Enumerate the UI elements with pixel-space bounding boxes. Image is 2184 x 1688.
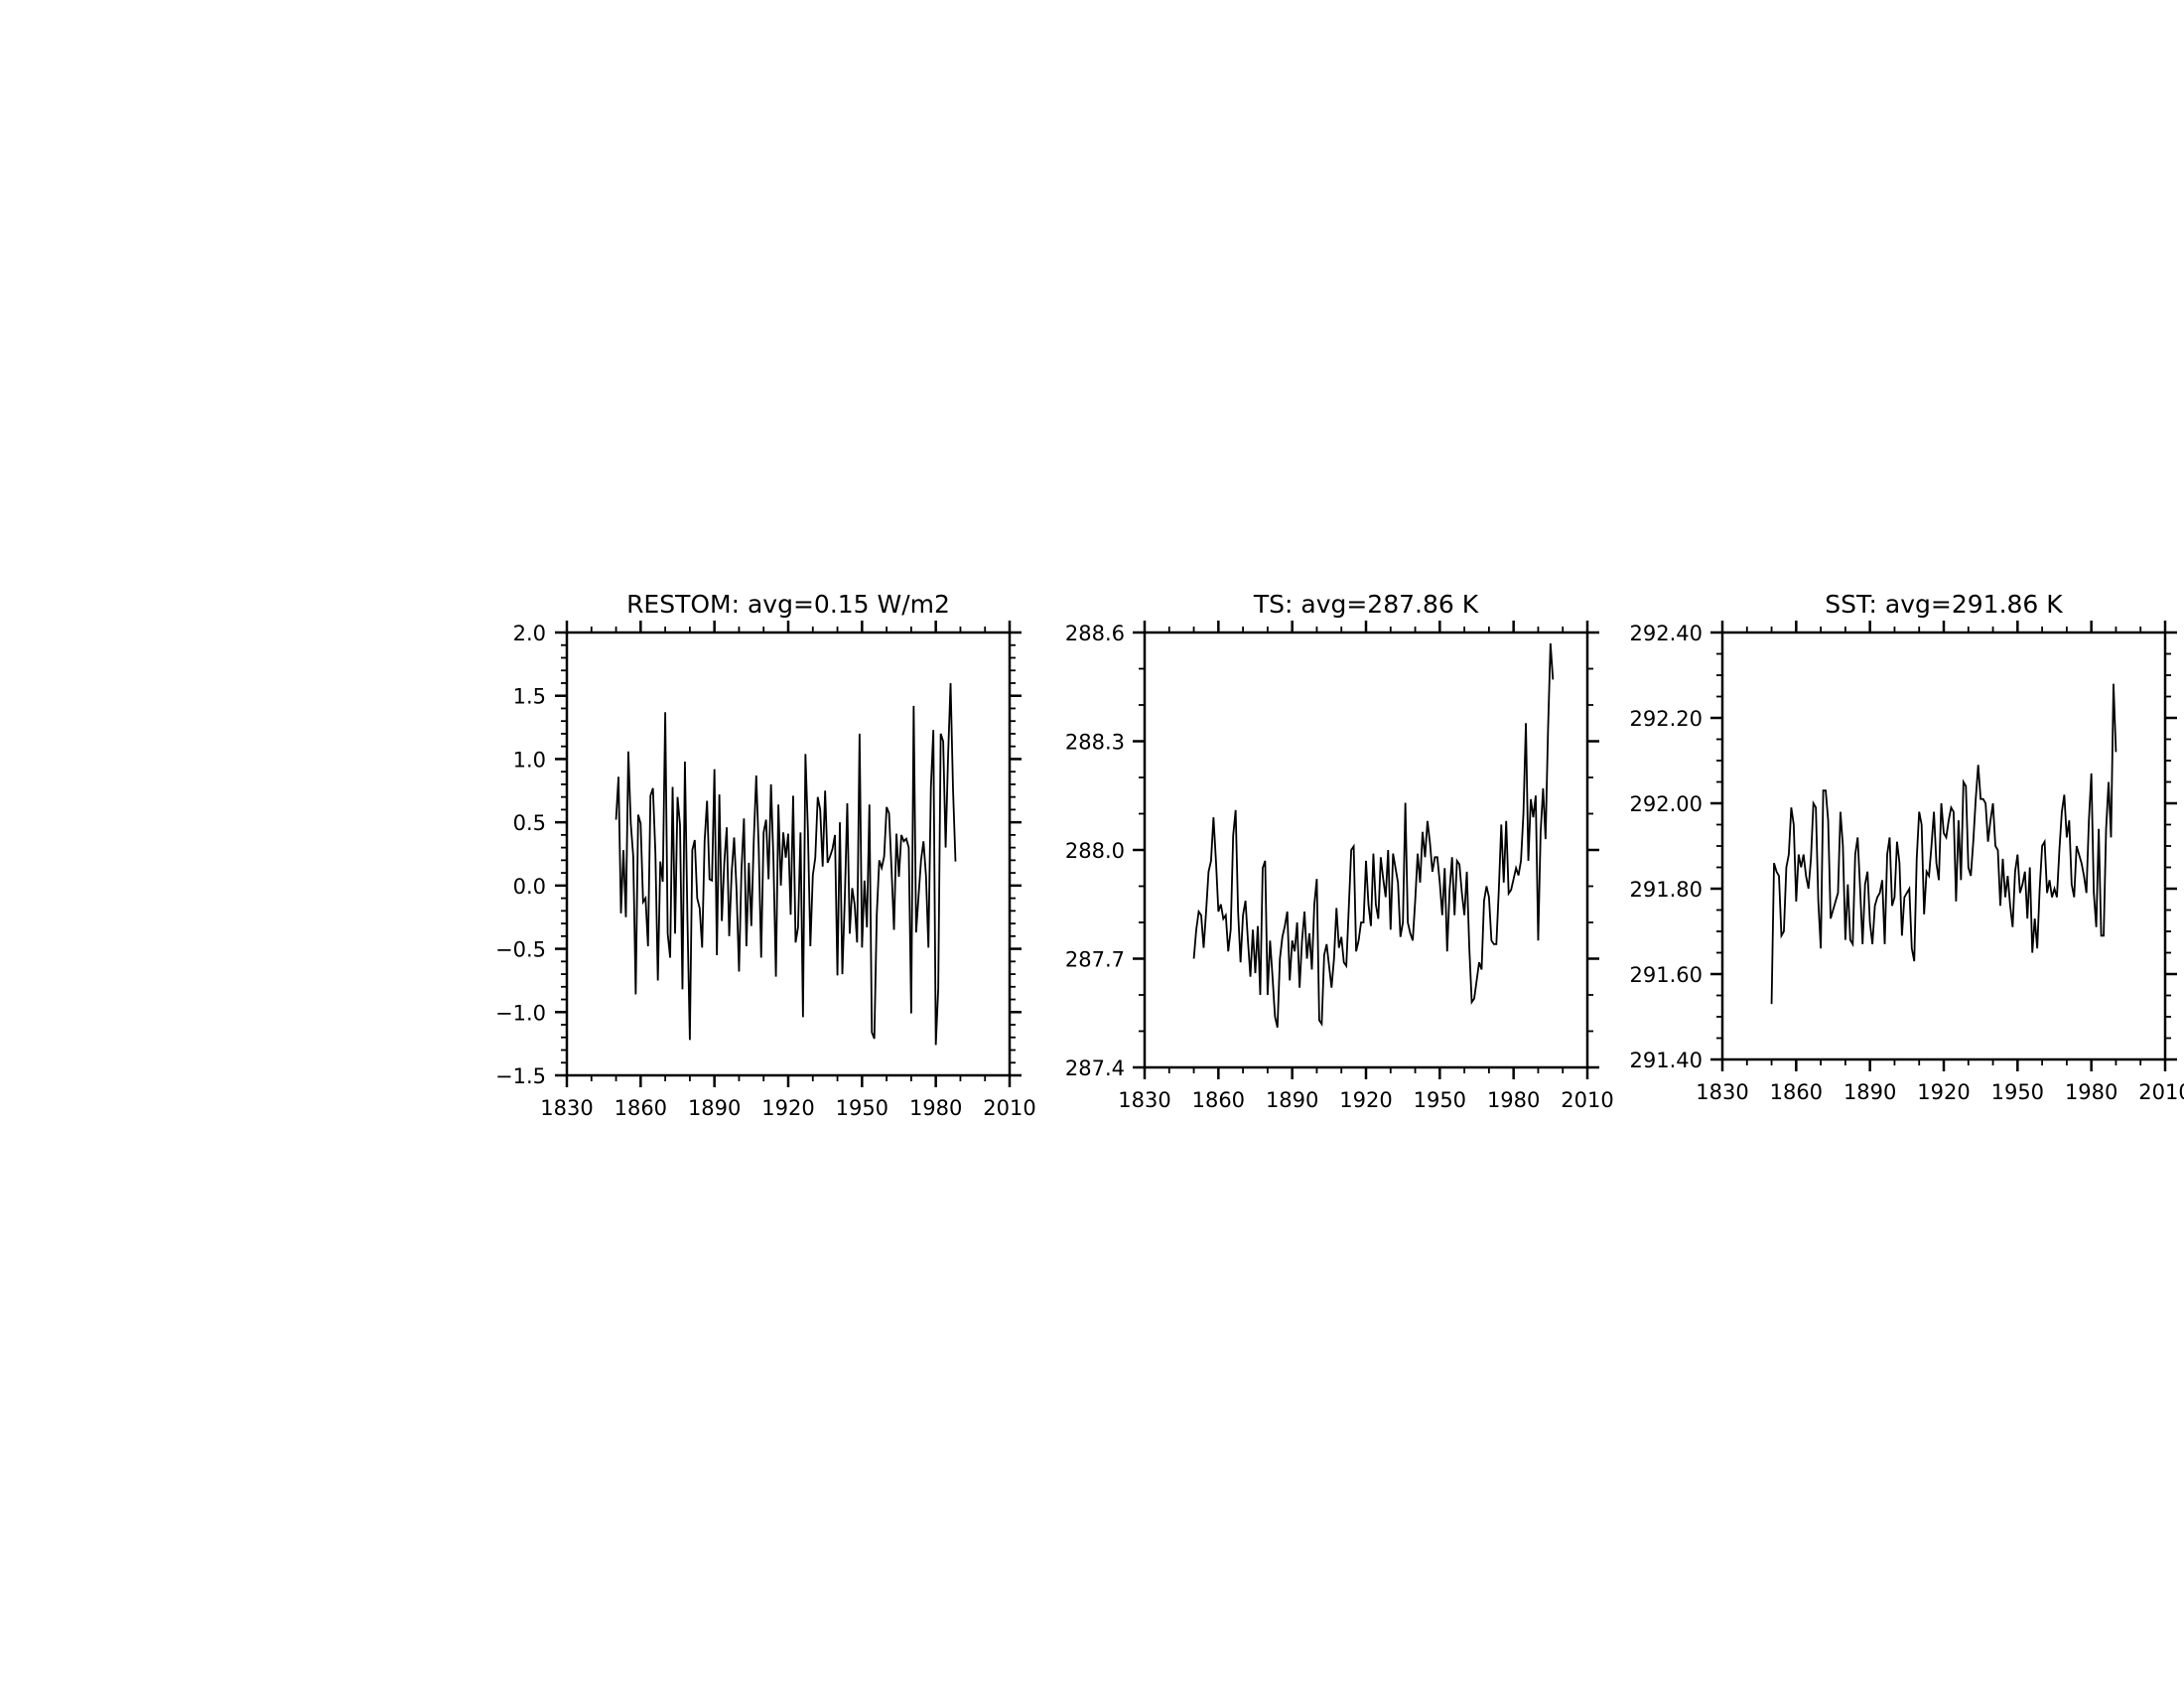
x-tick-label: 1830 bbox=[1118, 1088, 1170, 1112]
x-tick-label: 1860 bbox=[614, 1096, 667, 1120]
chart-title: RESTOM: avg=0.15 W/m2 bbox=[626, 590, 950, 619]
y-tick-label: 292.20 bbox=[1630, 707, 1703, 731]
y-tick-label: 291.60 bbox=[1630, 963, 1703, 987]
y-tick-label: 291.80 bbox=[1630, 878, 1703, 902]
x-tick-label: 2010 bbox=[1561, 1088, 1613, 1112]
y-tick-label: 0.5 bbox=[513, 811, 546, 835]
y-tick-label: 288.3 bbox=[1065, 731, 1125, 755]
y-tick-label: −0.5 bbox=[495, 938, 546, 962]
y-tick-label: 288.6 bbox=[1065, 622, 1125, 645]
y-tick-label: 1.5 bbox=[513, 685, 546, 709]
x-tick-label: 1890 bbox=[1843, 1080, 1896, 1104]
x-tick-label: 1830 bbox=[540, 1096, 593, 1120]
x-tick-label: 1860 bbox=[1192, 1088, 1245, 1112]
chart-panel-ts: TS: avg=287.86 K 1830 1860 1890 1920 1950 1980… bbox=[1065, 590, 1614, 1112]
x-tick-label: 1950 bbox=[1414, 1088, 1466, 1112]
y-tick-label: 288.0 bbox=[1065, 839, 1125, 863]
y-tick-label: 292.00 bbox=[1630, 792, 1703, 816]
chart-panel-restom: RESTOM: avg=0.15 W/m2 1830 1860 1890 1920 195… bbox=[495, 590, 1036, 1120]
x-tick-label: 1860 bbox=[1770, 1080, 1823, 1104]
y-tick-label: 1.0 bbox=[513, 748, 546, 772]
x-tick-label: 1920 bbox=[761, 1096, 814, 1120]
x-tick-label: 1980 bbox=[1487, 1088, 1540, 1112]
y-tick-label: −1.5 bbox=[495, 1064, 546, 1088]
x-tick-label: 1920 bbox=[1339, 1088, 1392, 1112]
y-tick-label: 2.0 bbox=[513, 622, 546, 645]
x-tick-label: 1950 bbox=[1991, 1080, 2044, 1104]
x-tick-label: 2010 bbox=[983, 1096, 1035, 1120]
x-tick-label: 1980 bbox=[909, 1096, 962, 1120]
y-tick-label: 287.4 bbox=[1065, 1056, 1125, 1080]
x-tick-label: 1980 bbox=[2065, 1080, 2117, 1104]
series-line bbox=[1770, 683, 2117, 1005]
y-tick-label: 292.40 bbox=[1630, 622, 1703, 645]
y-tick-label: 287.7 bbox=[1065, 948, 1125, 972]
chart-panel-sst: SST: avg=291.86 K 1830 1860 1890 1920 1950 198… bbox=[1630, 590, 2184, 1104]
chart-title: TS: avg=287.86 K bbox=[1253, 590, 1479, 619]
x-tick-label: 1950 bbox=[836, 1096, 888, 1120]
series-line bbox=[614, 682, 957, 1046]
x-tick-label: 1920 bbox=[1917, 1080, 1970, 1104]
chart-title: SST: avg=291.86 K bbox=[1825, 590, 2063, 619]
x-tick-label: 1890 bbox=[688, 1096, 741, 1120]
x-tick-label: 2010 bbox=[2138, 1080, 2184, 1104]
x-tick-label: 1830 bbox=[1696, 1080, 1748, 1104]
y-tick-label: 291.40 bbox=[1630, 1049, 1703, 1072]
y-tick-label: −1.0 bbox=[495, 1001, 546, 1025]
x-tick-label: 1890 bbox=[1266, 1088, 1318, 1112]
series-line bbox=[1192, 642, 1555, 1029]
y-tick-label: 0.0 bbox=[513, 875, 546, 899]
